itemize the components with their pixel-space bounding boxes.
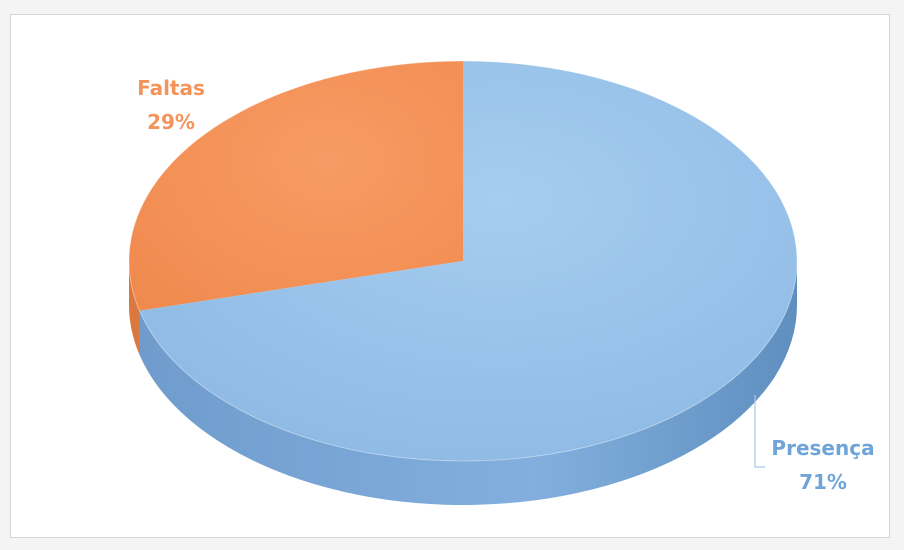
slice-percent-presença: 71% xyxy=(799,470,847,494)
pie-slice-faltas xyxy=(129,61,463,311)
pie-top-group xyxy=(128,60,798,462)
chart-area: Faltas 29% Presença 71% xyxy=(10,14,890,538)
slice-percent-faltas: 29% xyxy=(147,110,195,134)
pie-chart: Faltas 29% Presença 71% xyxy=(128,60,875,505)
pie-side-group xyxy=(129,261,797,505)
leader-line-presenca xyxy=(754,395,765,468)
slice-label-presença: Presença xyxy=(771,436,874,460)
pie-top-rim xyxy=(128,60,798,462)
pie-label-group: Faltas 29% Presença 71% xyxy=(137,76,874,494)
slice-label-faltas: Faltas xyxy=(137,76,205,100)
pie-slice-presença xyxy=(139,61,798,462)
pie-slice-side-faltas xyxy=(129,261,140,355)
pie-slice-side-presença xyxy=(139,261,797,505)
